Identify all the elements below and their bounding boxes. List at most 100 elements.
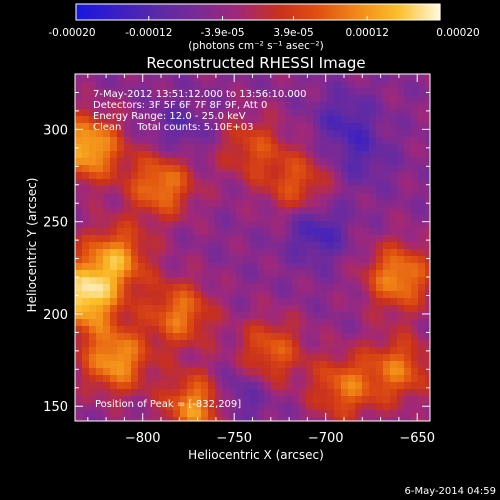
heatmap-cell bbox=[243, 340, 251, 348]
heatmap-cell bbox=[229, 158, 237, 166]
heatmap-cell bbox=[166, 396, 174, 404]
heatmap-cell bbox=[208, 312, 216, 320]
heatmap-cell bbox=[138, 102, 146, 110]
heatmap-cell bbox=[390, 326, 398, 334]
heatmap-cell bbox=[383, 235, 391, 243]
heatmap-cell bbox=[229, 214, 237, 222]
heatmap-cell bbox=[166, 298, 174, 306]
heatmap-cell bbox=[271, 235, 279, 243]
heatmap-cell bbox=[138, 298, 146, 306]
heatmap-cell bbox=[131, 207, 139, 215]
colorbar-segment bbox=[82, 4, 86, 20]
heatmap-cell bbox=[215, 347, 223, 355]
heatmap-cell bbox=[145, 123, 153, 131]
heatmap-cell bbox=[327, 410, 335, 418]
heatmap-cell bbox=[208, 123, 216, 131]
heatmap-cell bbox=[117, 361, 125, 369]
heatmap-cell bbox=[397, 333, 405, 341]
heatmap-cell bbox=[306, 165, 314, 173]
heatmap-cell bbox=[327, 116, 335, 124]
heatmap-cell bbox=[341, 361, 349, 369]
heatmap-cell bbox=[334, 207, 342, 215]
heatmap-cell bbox=[411, 193, 419, 201]
heatmap-cell bbox=[369, 116, 377, 124]
heatmap-cell bbox=[292, 389, 300, 397]
colorbar-segment bbox=[355, 4, 359, 20]
heatmap-cell bbox=[257, 214, 265, 222]
heatmap-cell bbox=[173, 389, 181, 397]
heatmap-cell bbox=[89, 88, 97, 96]
heatmap-cell bbox=[278, 109, 286, 117]
heatmap-cell bbox=[355, 207, 363, 215]
heatmap-cell bbox=[159, 74, 167, 82]
heatmap-cell bbox=[110, 284, 118, 292]
heatmap-cell bbox=[194, 270, 202, 278]
heatmap-cell bbox=[383, 333, 391, 341]
heatmap-cell bbox=[285, 326, 293, 334]
colorbar-segment bbox=[433, 4, 438, 20]
heatmap-cell bbox=[425, 333, 431, 341]
heatmap-cell bbox=[271, 88, 279, 96]
heatmap-cell bbox=[278, 193, 286, 201]
heatmap-cell bbox=[355, 389, 363, 397]
heatmap-cell bbox=[362, 172, 370, 180]
colorbar-segment bbox=[312, 4, 317, 20]
heatmap-cell bbox=[390, 102, 398, 110]
colorbar-tick-label: -0.00012 bbox=[125, 27, 172, 39]
heatmap-cell bbox=[145, 242, 153, 250]
heatmap-cell bbox=[383, 228, 391, 236]
heatmap-cell bbox=[96, 368, 104, 376]
heatmap-cell bbox=[117, 291, 125, 299]
heatmap-cell bbox=[117, 221, 125, 229]
heatmap-cell bbox=[124, 193, 132, 201]
heatmap-cell bbox=[299, 319, 307, 327]
colorbar-tick-label: -3.9e-05 bbox=[200, 27, 244, 39]
heatmap-cell bbox=[152, 305, 160, 313]
heatmap-cell bbox=[327, 291, 335, 299]
heatmap-cell bbox=[152, 396, 160, 404]
heatmap-cell bbox=[411, 403, 419, 411]
heatmap-cell bbox=[376, 186, 384, 194]
heatmap-cell bbox=[257, 81, 265, 89]
heatmap-cell bbox=[208, 193, 216, 201]
heatmap-cell bbox=[404, 284, 412, 292]
heatmap-cell bbox=[271, 228, 279, 236]
heatmap-cell bbox=[82, 242, 90, 250]
heatmap-cell bbox=[404, 172, 412, 180]
heatmap-cell bbox=[292, 319, 300, 327]
heatmap-cell bbox=[299, 193, 307, 201]
heatmap-cell bbox=[313, 396, 321, 404]
heatmap-cell bbox=[334, 382, 342, 390]
heatmap-cell bbox=[110, 193, 118, 201]
heatmap-cell bbox=[257, 256, 265, 264]
heatmap-cell bbox=[411, 207, 419, 215]
heatmap-cell bbox=[411, 256, 419, 264]
heatmap-cell bbox=[208, 298, 216, 306]
heatmap-cell bbox=[180, 256, 188, 264]
heatmap-cell bbox=[250, 340, 258, 348]
heatmap-cell bbox=[327, 102, 335, 110]
heatmap-cell bbox=[397, 214, 405, 222]
heatmap-cell bbox=[369, 214, 377, 222]
heatmap-cell bbox=[152, 74, 160, 82]
heatmap-cell bbox=[96, 74, 104, 82]
heatmap-cell bbox=[397, 305, 405, 313]
heatmap-cell bbox=[96, 88, 104, 96]
heatmap-cell bbox=[285, 88, 293, 96]
heatmap-cell bbox=[299, 410, 307, 418]
heatmap-cell bbox=[383, 88, 391, 96]
heatmap-cell bbox=[194, 235, 202, 243]
heatmap-cell bbox=[348, 109, 356, 117]
heatmap-cell bbox=[180, 361, 188, 369]
heatmap-cell bbox=[250, 193, 258, 201]
heatmap-cell bbox=[341, 305, 349, 313]
heatmap-cell bbox=[257, 172, 265, 180]
heatmap-cell bbox=[306, 333, 314, 341]
heatmap-cell bbox=[362, 312, 370, 320]
heatmap-cell bbox=[194, 116, 202, 124]
heatmap-cell bbox=[110, 375, 118, 383]
heatmap-cell bbox=[131, 172, 139, 180]
heatmap-cell bbox=[355, 172, 363, 180]
colorbar-segment bbox=[276, 4, 280, 20]
